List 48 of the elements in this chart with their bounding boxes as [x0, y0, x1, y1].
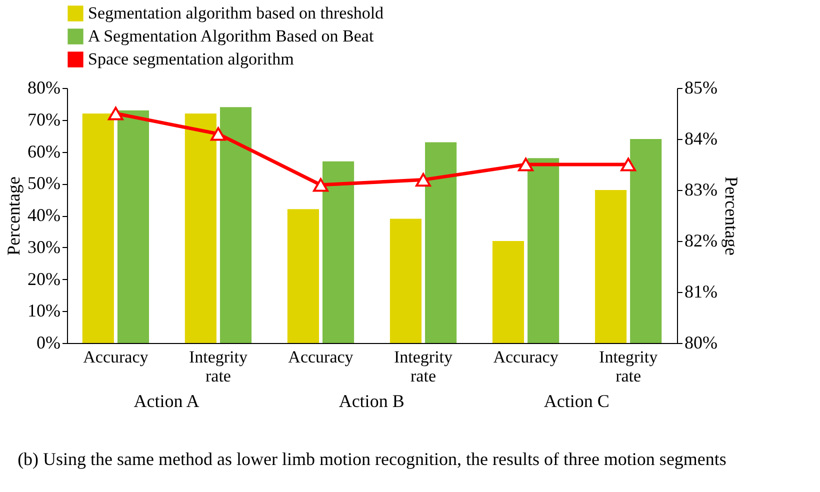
- bar: [82, 114, 114, 343]
- point: [416, 172, 431, 187]
- y2-tick-label: 80%: [684, 332, 718, 352]
- y-tick-label: 0%: [36, 332, 60, 352]
- y-axis-title: Percentage: [4, 176, 24, 256]
- x-tick-label: Accuracy: [83, 348, 149, 366]
- bar: [630, 139, 662, 343]
- y-tick-label: 70%: [28, 109, 60, 130]
- bar: [287, 209, 319, 343]
- x-tick-label: Integrity rate: [599, 348, 658, 386]
- y2-tick-label: 83%: [684, 180, 718, 200]
- x-tick-label: Integrity rate: [188, 348, 248, 386]
- point: [210, 127, 226, 141]
- y-tick-label: 60%: [28, 141, 60, 162]
- bar: [528, 158, 560, 343]
- point: [108, 106, 124, 120]
- text: Action A: [134, 391, 200, 411]
- x-tick-label: Accuracy: [493, 348, 559, 366]
- bar: [117, 110, 150, 343]
- text: Action C: [544, 391, 610, 411]
- bar: [492, 241, 524, 343]
- legend-label: A Segmentation Algorithm Based on Beat: [88, 26, 374, 46]
- legend-label: Segmentation algorithm based on threshold: [88, 4, 384, 22]
- point: [518, 158, 534, 172]
- bar: [425, 142, 457, 343]
- y-tick-label: 10%: [28, 300, 60, 321]
- bar: [594, 190, 627, 343]
- point: [313, 178, 328, 192]
- point: [620, 158, 636, 172]
- text: (b) Using the same method as lower limb motion recognition, the results of three motion segments: [18, 449, 726, 469]
- y-tick-label: 20%: [28, 268, 60, 289]
- legend-label: Space segmentation algorithm: [88, 50, 294, 68]
- y2-tick-label: 81%: [684, 282, 718, 302]
- y2-tick-label: 82%: [684, 230, 718, 250]
- x-tick-label: Integrity rate: [394, 348, 454, 386]
- y2-tick-label: 85%: [684, 78, 718, 98]
- y-tick-label: 80%: [28, 78, 60, 98]
- y2-tick-label: 84%: [684, 128, 718, 148]
- bar: [390, 218, 422, 343]
- bar: [184, 114, 216, 343]
- y-tick-label: 50%: [28, 173, 60, 194]
- text: Action B: [338, 391, 404, 411]
- y-tick-label: 40%: [28, 205, 60, 225]
- y2-axis-title: Percentage: [721, 176, 742, 256]
- y-tick-label: 30%: [28, 236, 60, 257]
- x-tick-label: Accuracy: [288, 348, 354, 366]
- bar: [220, 107, 252, 343]
- bar: [322, 161, 354, 343]
